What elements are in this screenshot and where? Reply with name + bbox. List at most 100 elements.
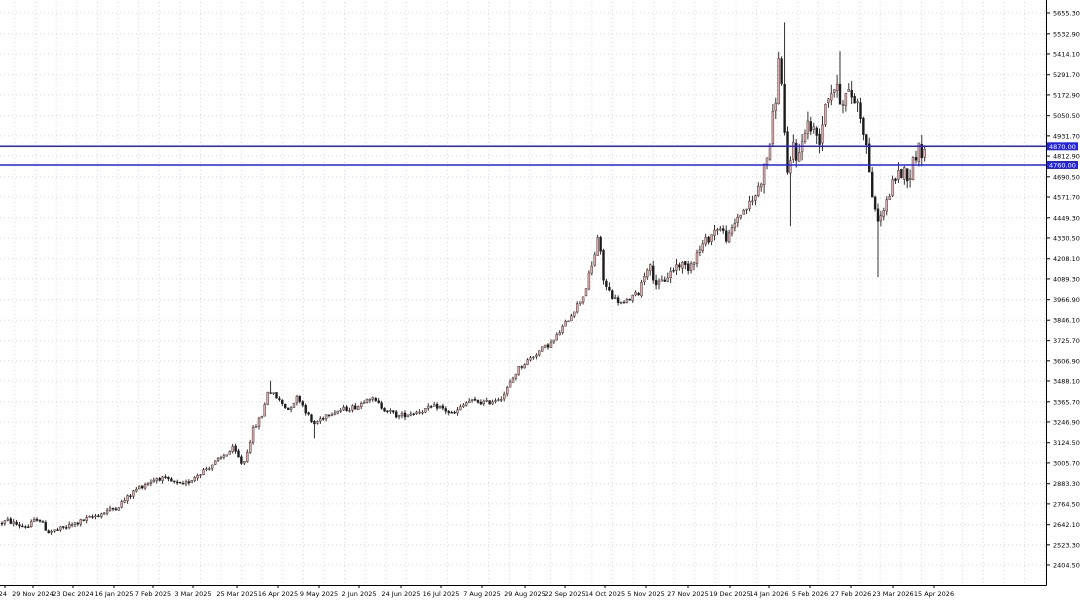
candle-bearish [281,399,284,404]
candle-bullish [727,232,731,243]
candle-bearish [920,143,923,159]
candle-bearish [301,401,304,406]
candle-bullish [564,321,567,327]
candle-bullish [760,183,763,188]
candle-bullish [418,411,421,414]
candle-bearish [9,518,13,524]
candle-bullish [30,521,33,527]
candle-bullish [462,404,465,407]
x-tick-label: 27 Nov 2025 [667,590,709,598]
candle-bullish [199,474,202,476]
candle-bullish [482,400,485,404]
candle-bullish [231,446,234,452]
level-label: 4760.00 [1049,162,1076,170]
x-tick-label: 27 Feb 2026 [831,590,871,598]
candle-bullish [792,141,795,160]
y-tick-label: 4690.50 [1053,173,1080,181]
candle-bearish [82,519,86,521]
candle-bearish [868,143,871,173]
candle-bearish [47,530,50,534]
y-tick-label: 5414.10 [1053,51,1080,59]
candle-bullish [903,167,906,180]
candle-bullish [590,265,593,274]
candle-bullish [117,507,121,511]
y-tick-label: 4571.70 [1053,194,1080,202]
candle-bullish [535,354,538,357]
candle-bullish [85,517,88,521]
candle-bearish [652,265,655,281]
candle-bearish [38,520,42,522]
candle-bullish [751,200,754,203]
candle-bullish [681,262,684,269]
candle-bullish [581,296,585,303]
candle-bullish [120,501,123,508]
candle-bullish [266,391,269,405]
candle-bullish [555,334,558,341]
candle-bullish [567,320,570,323]
candle-bearish [914,156,918,161]
candle-bullish [149,481,153,484]
candle-bullish [272,392,275,394]
candle-bullish [719,228,722,231]
candle-bullish [523,364,526,369]
y-tick-label: 4931.70 [1053,132,1080,140]
candle-bearish [853,96,856,104]
candle-bullish [739,215,742,218]
candle-bullish [508,381,512,388]
candle-bullish [59,526,62,531]
candle-bullish [94,515,97,518]
candle-bearish [164,476,167,478]
candle-bullish [491,401,494,405]
candle-bearish [287,407,290,410]
candle-bullish [3,520,7,524]
candle-bearish [412,413,415,415]
candle-bullish [748,200,751,209]
candle-bullish [6,518,10,521]
candle-bullish [754,195,757,201]
candle-bullish [570,315,573,322]
x-tick-label: 24 Jun 2025 [381,590,420,598]
candle-bearish [873,196,877,210]
candle-bearish [865,134,868,146]
candle-bullish [830,93,833,101]
candle-bullish [593,254,596,266]
candle-bullish [657,281,661,285]
candle-bullish [584,288,588,297]
candle-bullish [768,143,772,160]
candle-bearish [608,287,611,291]
candle-bullish [459,406,462,411]
candle-bearish [44,522,47,531]
candle-bullish [248,442,252,453]
candle-bullish [289,407,293,410]
candle-bullish [225,454,229,457]
candle-bullish [856,101,859,104]
candle-bearish [546,344,550,348]
candle-bullish [675,264,678,271]
candle-bearish [178,482,182,484]
candle-bearish [488,400,491,405]
candle-bearish [380,402,383,409]
candle-bullish [558,332,561,336]
candle-bearish [275,392,278,399]
candle-bearish [97,515,100,517]
candle-bearish [35,519,39,521]
y-tick-label: 2642.10 [1053,521,1080,529]
candle-bullish [135,489,138,492]
x-tick-label: 16 Jan 2025 [95,590,134,598]
candle-bullish [292,402,296,408]
candle-bullish [692,262,696,265]
x-tick-label: 14 Jan 2026 [750,590,789,598]
candle-bearish [307,412,310,415]
candle-bearish [602,250,605,281]
candle-bearish [383,408,386,412]
candle-bullish [316,421,319,424]
candle-bearish [605,280,608,287]
candle-bullish [216,458,220,461]
x-tick-label: 24 [0,590,7,598]
candle-bearish [62,526,65,528]
candle-bearish [27,526,30,528]
candle-bullish [806,120,810,134]
candle-bearish [479,401,483,405]
candle-bullish [357,406,360,410]
